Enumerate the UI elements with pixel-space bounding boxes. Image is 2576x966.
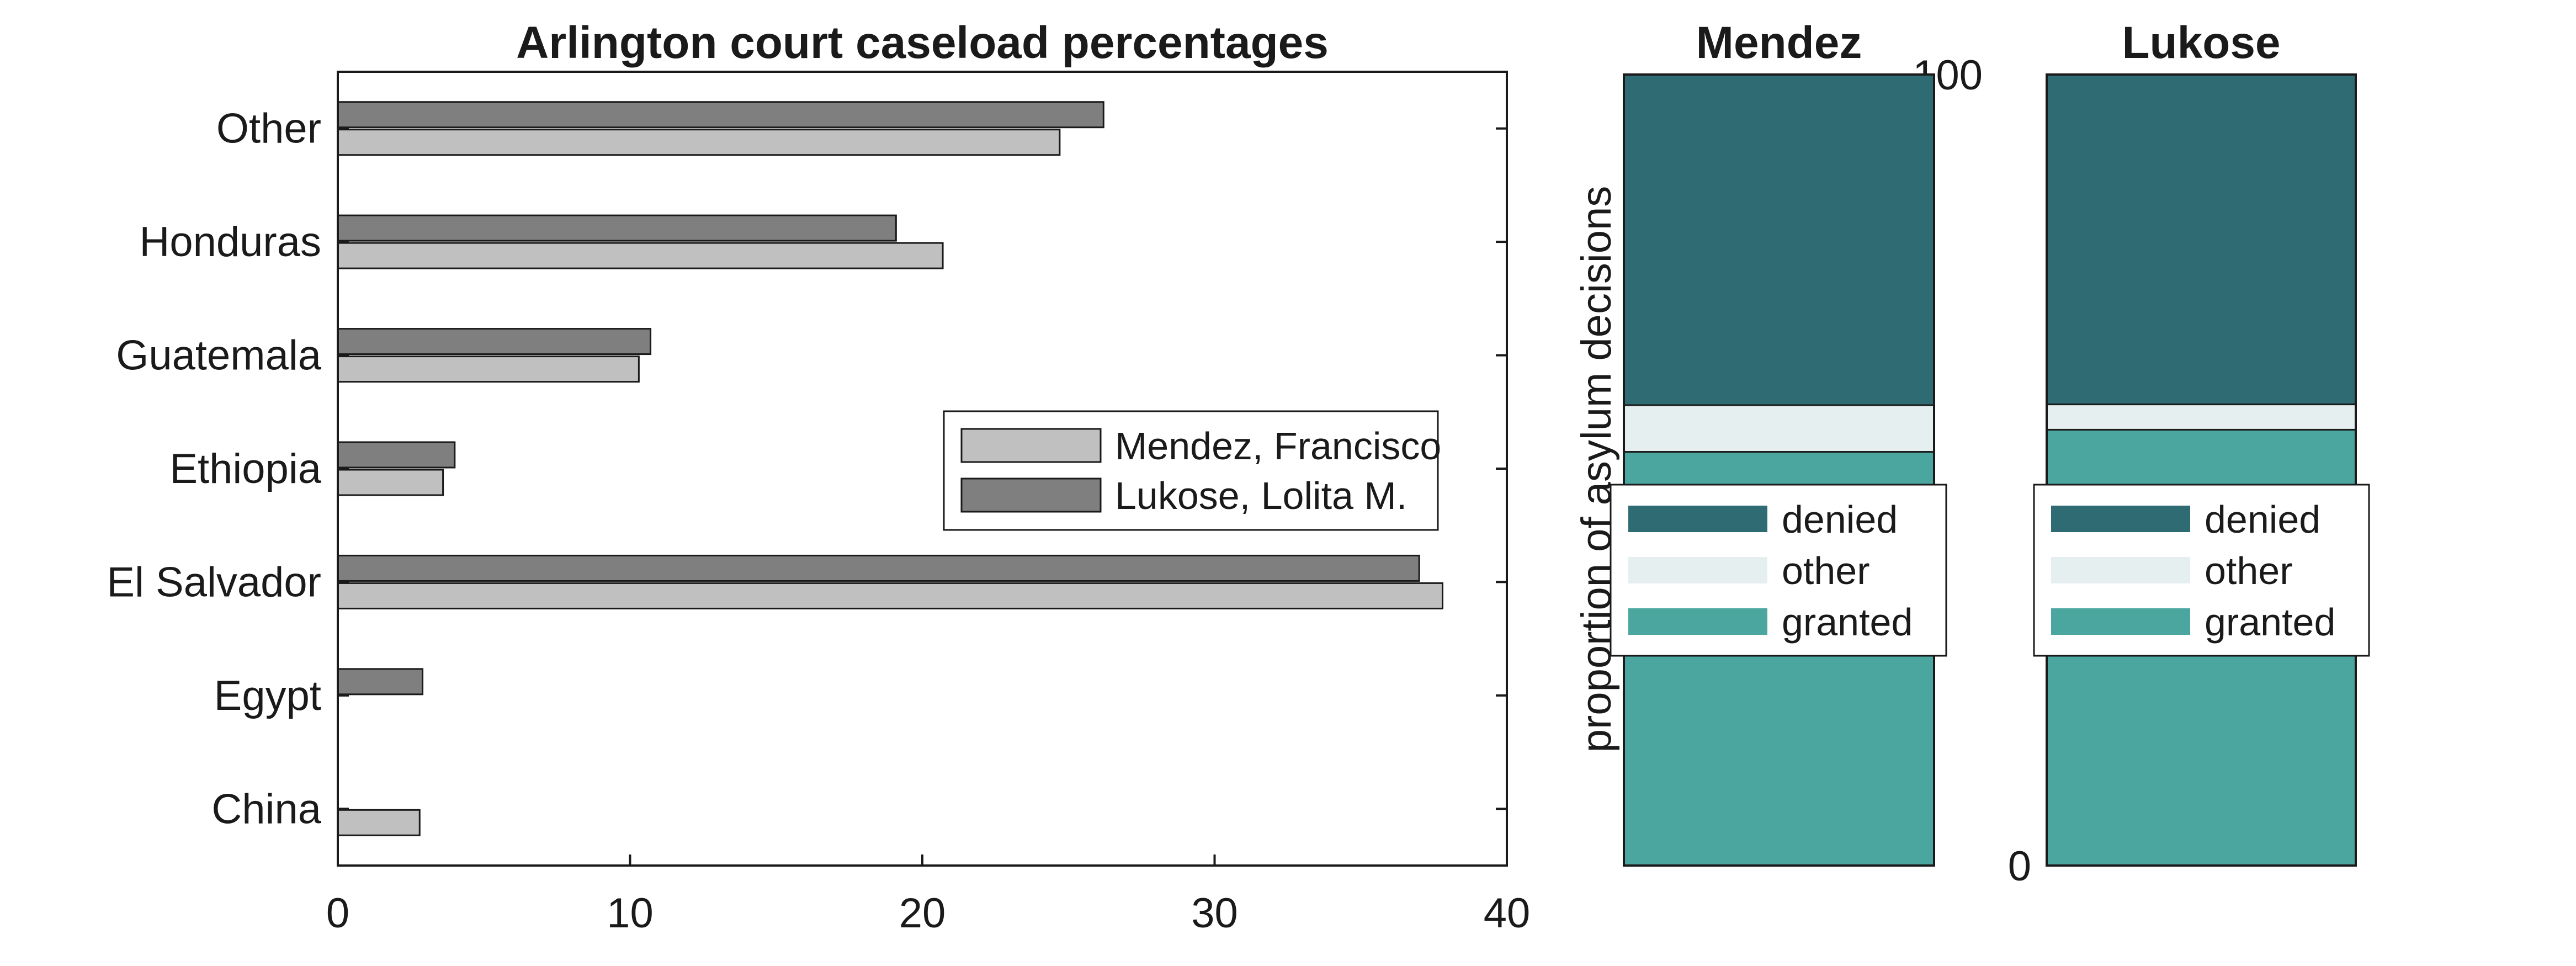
caseload-bars [337, 101, 1444, 836]
segment-mendez-other [1623, 404, 1935, 453]
category-label-china: China [211, 785, 321, 832]
decisions-panel-mendez: Mendez denied other granted [1610, 18, 1947, 867]
bar-other-mendez-francisco [337, 129, 1061, 156]
legend-swatch-denied [1628, 506, 1767, 532]
legend-swatch-lukose [960, 477, 1102, 513]
legend-label-lukose: Lukose, Lolita M. [1115, 474, 1407, 517]
bar-el-salvador-lukose-lolita-m [337, 554, 1420, 582]
segment-lukose-denied [2046, 73, 2357, 406]
x-tick-label-30: 30 [1191, 890, 1238, 937]
bar-guatemala-lukose-lolita-m [337, 328, 652, 355]
legend-label-denied: denied [2205, 498, 2320, 541]
bar-el-salvador-mendez-francisco [337, 582, 1444, 609]
decisions-y-tick-0: 0 [2008, 843, 2031, 890]
caseload-chart: Arlington court caseload percentages Chi… [107, 18, 1530, 937]
x-tick-label-40: 40 [1484, 890, 1531, 937]
segment-lukose-other [2046, 404, 2357, 431]
bar-other-lukose-lolita-m [337, 101, 1104, 129]
legend-label-granted: granted [1782, 601, 1913, 644]
segment-mendez-denied [1623, 73, 1935, 406]
decisions-legend-mendez: denied other granted [1610, 484, 1947, 657]
x-tick-label-0: 0 [326, 890, 349, 937]
decisions-panel-lukose: Lukose denied other granted [2033, 18, 2370, 867]
legend-swatch-mendez [960, 428, 1102, 463]
bar-china-mendez-francisco [337, 809, 421, 836]
decisions-chart: proportion of asylum decisions 100 0 Men… [1573, 18, 2370, 890]
bar-honduras-mendez-francisco [337, 242, 944, 269]
bar-guatemala-mendez-francisco [337, 355, 640, 383]
caseload-legend: Mendez, Francisco Lukose, Lolita M. [943, 410, 1441, 531]
category-label-el-salvador: El Salvador [107, 559, 321, 606]
category-label-ethiopia: Ethiopia [169, 445, 321, 492]
caseload-category-ticks: China Egypt El Salvador Ethiopia Guatemala Ho… [107, 105, 1507, 832]
category-label-honduras: Honduras [139, 219, 321, 266]
stack-mendez [1623, 73, 1935, 867]
legend-label-other: other [2205, 549, 2293, 592]
legend-label-denied: denied [1782, 498, 1898, 541]
legend-swatch-other [2051, 557, 2190, 583]
panel-title-lukose: Lukose [2122, 18, 2280, 68]
legend-label-other: other [1782, 549, 1870, 592]
category-label-guatemala: Guatemala [116, 332, 321, 379]
legend-swatch-other [1628, 557, 1767, 583]
legend-swatch-denied [2051, 506, 2190, 532]
x-tick-label-10: 10 [607, 890, 654, 937]
legend-label-granted: granted [2205, 601, 2335, 644]
x-tick-label-20: 20 [899, 890, 946, 937]
stack-lukose [2046, 73, 2357, 867]
legend-swatch-granted [1628, 608, 1767, 635]
panel-title-mendez: Mendez [1696, 18, 1862, 68]
bar-egypt-lukose-lolita-m [337, 668, 424, 696]
panel-frame-mendez [1623, 73, 1935, 867]
category-label-egypt: Egypt [214, 672, 321, 719]
caseload-x-ticks: 0 10 20 30 40 [326, 854, 1530, 937]
panel-frame-lukose [2046, 73, 2357, 867]
caseload-chart-title: Arlington court caseload percentages [516, 18, 1329, 68]
decisions-legend-lukose: denied other granted [2033, 484, 2370, 657]
bar-ethiopia-lukose-lolita-m [337, 441, 456, 469]
category-label-other: Other [216, 105, 321, 152]
bar-honduras-lukose-lolita-m [337, 214, 897, 242]
legend-swatch-granted [2051, 608, 2190, 635]
bar-ethiopia-mendez-francisco [337, 469, 444, 496]
legend-label-mendez: Mendez, Francisco [1115, 424, 1441, 468]
decisions-y-label: proportion of asylum decisions [1573, 186, 1620, 753]
